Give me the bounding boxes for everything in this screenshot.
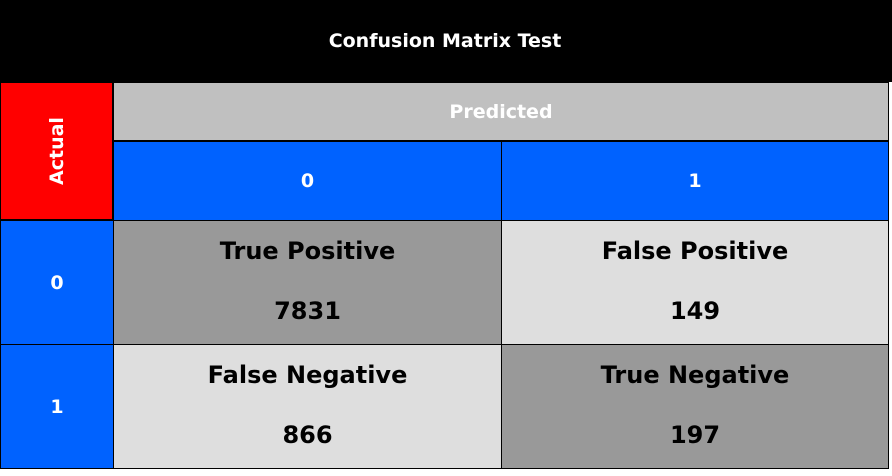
cell-value: 149: [669, 297, 721, 325]
actual-axis-label: Actual: [45, 117, 68, 185]
matrix-cell-false-negative: False Negative 866: [113, 344, 502, 469]
column-header-1: 1: [501, 141, 889, 221]
row-header-1: 1: [0, 344, 114, 469]
cell-label: True Negative: [600, 361, 790, 389]
matrix-cell-false-positive: False Positive 149: [501, 220, 889, 345]
cell-label: True Positive: [219, 237, 396, 265]
row-header-0: 0: [0, 220, 114, 345]
title-bar: Confusion Matrix Test: [0, 0, 892, 82]
row-header-label: 0: [50, 271, 64, 294]
predicted-axis-label-box: Predicted: [113, 82, 889, 141]
row-header-label: 1: [50, 395, 64, 418]
cell-value: 7831: [274, 297, 341, 325]
cell-label: False Positive: [601, 237, 789, 265]
cell-value: 866: [282, 421, 333, 449]
actual-axis-label-box: Actual: [0, 82, 113, 220]
column-header-label: 1: [688, 170, 702, 192]
column-header-label: 0: [300, 170, 315, 192]
cell-value: 197: [669, 421, 721, 449]
chart-title: Confusion Matrix Test: [328, 30, 562, 52]
predicted-axis-label: Predicted: [449, 100, 553, 123]
matrix-cell-true-positive: True Positive 7831: [113, 220, 502, 345]
matrix-cell-true-negative: True Negative 197: [501, 344, 889, 469]
cell-label: False Negative: [207, 361, 408, 389]
column-header-0: 0: [113, 141, 502, 221]
